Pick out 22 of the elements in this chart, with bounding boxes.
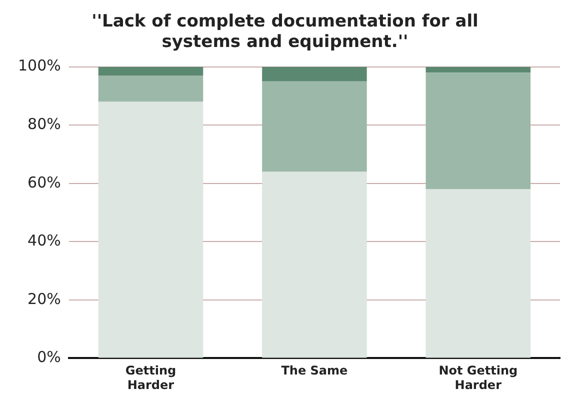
text: ''Lack of complete documentation for all — [92, 12, 478, 32]
bar — [426, 189, 531, 358]
bar — [426, 72, 531, 190]
category-label: Harder — [454, 378, 502, 392]
bar — [262, 172, 367, 358]
y-tick-label: 0% — [37, 348, 61, 366]
y-tick-label: 80% — [28, 114, 61, 133]
bar — [98, 102, 204, 358]
y-tick-label: 60% — [28, 173, 61, 192]
bar — [262, 81, 367, 172]
y-tick-label: 100% — [18, 56, 61, 75]
category-label: Harder — [127, 378, 174, 392]
category-label: Not Getting — [438, 364, 518, 378]
x-tick-label: The Same — [281, 364, 348, 378]
y-tick-label: 40% — [28, 232, 61, 250]
bar — [98, 76, 204, 102]
bar — [98, 66, 204, 76]
category-label: Getting — [125, 364, 176, 378]
y-tick-label: 20% — [28, 290, 61, 308]
bar — [262, 66, 367, 82]
bar — [426, 66, 531, 73]
text: systems and equipment.'' — [162, 32, 408, 52]
